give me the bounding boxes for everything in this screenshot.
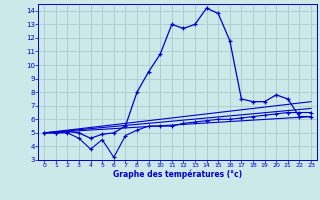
X-axis label: Graphe des températures (°c): Graphe des températures (°c) xyxy=(113,170,242,179)
